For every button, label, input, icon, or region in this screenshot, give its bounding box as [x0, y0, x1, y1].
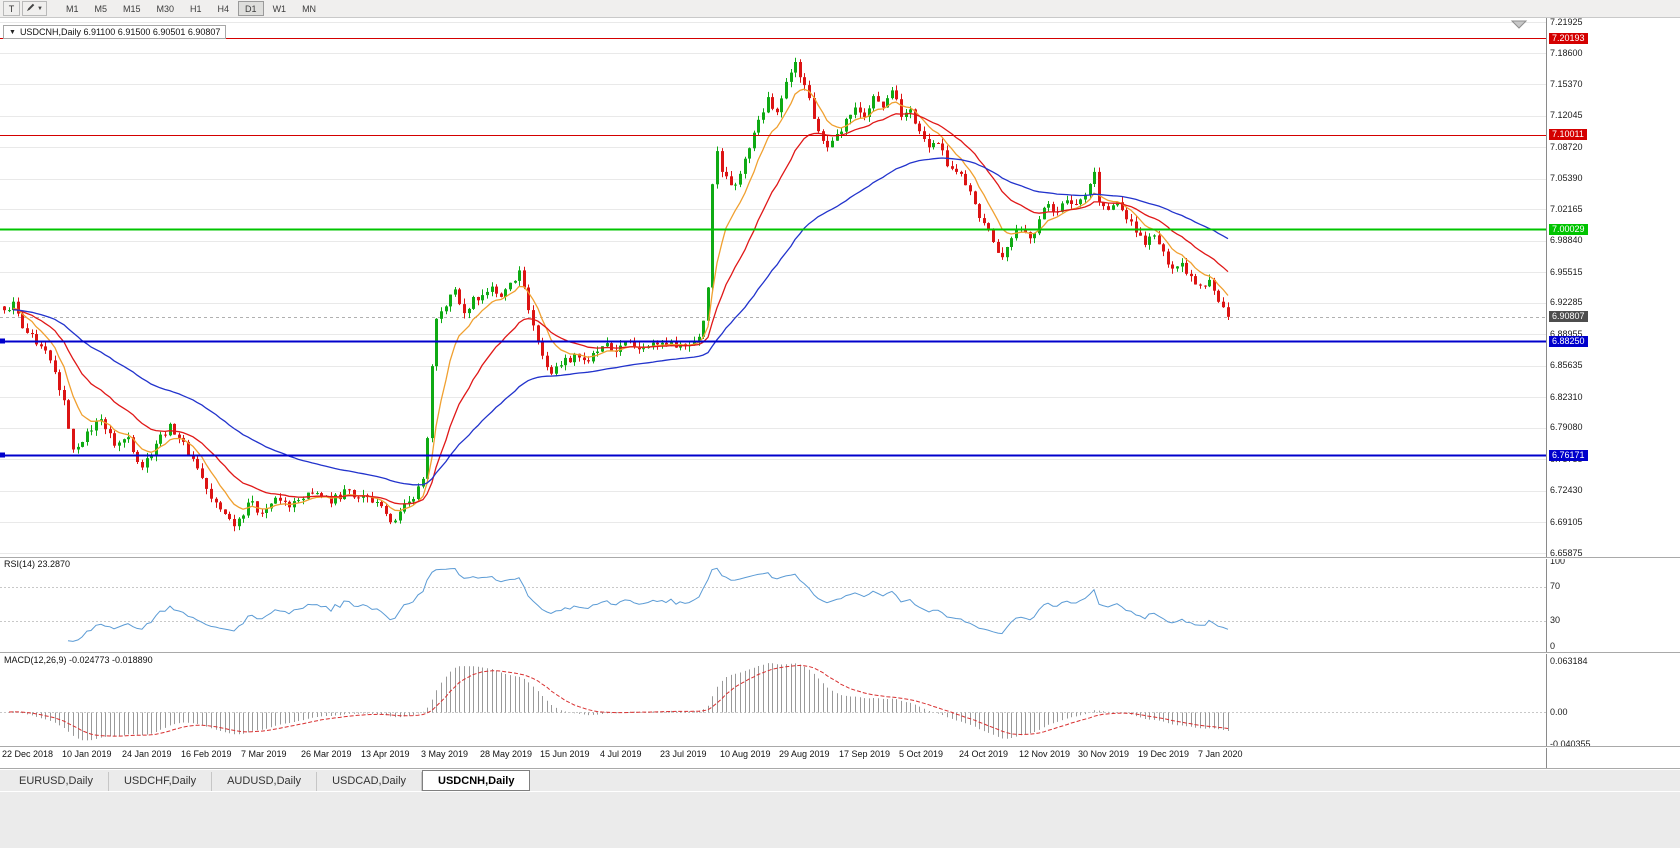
price-axis-tick: 7.21925 — [1550, 16, 1583, 27]
collapse-chart-icon[interactable]: ▼ — [9, 28, 16, 36]
macd-axis-tick: -0.040355 — [1550, 739, 1591, 750]
timeframe-button-h4[interactable]: H4 — [211, 1, 237, 16]
chart-title-box: ▼ USDCNH,Daily 6.91100 6.91500 6.90501 6… — [3, 25, 227, 39]
price-axis-tick: 7.08720 — [1550, 141, 1583, 152]
draw-tool-button[interactable]: ▼ — [22, 1, 47, 16]
date-axis-label: 23 Jul 2019 — [660, 749, 707, 759]
price-axis-tick: 7.15370 — [1550, 78, 1583, 89]
date-axis-label: 17 Sep 2019 — [839, 749, 891, 759]
price-line-label: 7.10011 — [1549, 129, 1587, 141]
timeframe-button-h1[interactable]: H1 — [183, 1, 209, 16]
symbol-tab-usdchf[interactable]: USDCHF,Daily — [109, 772, 213, 791]
rsi-axis-tick: 100 — [1550, 555, 1566, 566]
date-axis-label: 19 Dec 2019 — [1138, 749, 1190, 759]
macd-indicator-label: MACD(12,26,9) -0.024773 -0.018890 — [4, 655, 153, 665]
current-price-label: 6.90807 — [1549, 311, 1588, 323]
chevron-down-icon: ▼ — [37, 5, 43, 12]
date-axis-label: 30 Nov 2019 — [1078, 749, 1130, 759]
date-axis-label: 24 Oct 2019 — [959, 749, 1009, 759]
date-axis-label: 16 Feb 2019 — [181, 749, 232, 759]
price-axis-tick: 6.72430 — [1550, 485, 1583, 496]
date-axis-label: 10 Aug 2019 — [720, 749, 771, 759]
date-axis-label: 28 May 2019 — [480, 749, 533, 759]
price-axis-tick: 6.95515 — [1550, 266, 1583, 277]
price-axis-tick: 6.88955 — [1550, 328, 1583, 339]
price-axis-tick: 7.02165 — [1550, 203, 1583, 214]
timeframe-button-m30[interactable]: M30 — [150, 1, 182, 16]
chart-title-text: USDCNH,Daily 6.91100 6.91500 6.90501 6.9… — [19, 27, 221, 37]
macd-axis-tick: 0.063184 — [1550, 655, 1588, 666]
timeframe-button-m5[interactable]: M5 — [87, 1, 114, 16]
price-axis-tick: 6.69105 — [1550, 516, 1583, 527]
price-axis-tick: 7.18600 — [1550, 48, 1583, 58]
symbol-tab-usdcad[interactable]: USDCAD,Daily — [317, 772, 423, 791]
price-axis-tick: 6.85635 — [1550, 360, 1583, 371]
timeframe-buttons: M1 M5 M15 M30 H1 H4 D1 W1 MN — [59, 1, 323, 16]
price-axis-tick: 6.65875 — [1550, 547, 1583, 558]
price-line-label: 7.00029 — [1549, 223, 1588, 235]
date-axis-label: 5 Oct 2019 — [899, 749, 944, 759]
chart-plot-area: ▼ USDCNH,Daily 6.91100 6.91500 6.90501 6… — [0, 18, 1546, 768]
pane-separator — [0, 746, 1680, 748]
symbol-tabbar: EURUSD,Daily USDCHF,Daily AUDUSD,Daily USDC… — [0, 769, 1680, 791]
chart-canvas[interactable] — [0, 18, 1546, 768]
date-axis-label: 10 Jan 2019 — [62, 749, 112, 759]
window-filler — [0, 791, 1680, 848]
price-axis-tick: 6.82310 — [1550, 391, 1583, 402]
price-axis-tick: 6.98840 — [1550, 235, 1583, 246]
symbol-tab-eurusd[interactable]: EURUSD,Daily — [4, 772, 109, 791]
date-axis-label: 29 Aug 2019 — [779, 749, 830, 759]
timeframe-button-w1[interactable]: W1 — [266, 1, 294, 16]
symbol-tab-usdcnh[interactable]: USDCNH,Daily — [422, 770, 531, 791]
date-axis-label: 7 Jan 2020 — [1198, 749, 1243, 759]
rsi-axis-tick: 70 — [1550, 581, 1561, 591]
date-axis-label: 4 Jul 2019 — [600, 749, 642, 759]
timeframe-button-d1[interactable]: D1 — [238, 1, 264, 16]
macd-axis-tick: 0.00 — [1550, 706, 1568, 717]
text-tool-button[interactable]: T — [3, 1, 20, 16]
price-line-label: 6.76171 — [1549, 449, 1588, 461]
date-axis-label: 22 Dec 2018 — [2, 749, 54, 759]
timeframe-toolbar: T ▼ M1 M5 M15 M30 H1 H4 D1 W1 MN — [0, 0, 1680, 18]
price-axis-tick: 6.92285 — [1550, 297, 1583, 308]
pane-separator[interactable] — [0, 652, 1680, 654]
price-scale[interactable]: 7.21925 7.18600 7.15370 7.12045 7.08720 7.053… — [1546, 16, 1680, 768]
rsi-axis-tick: 30 — [1550, 615, 1561, 625]
price-axis-tick: 6.79080 — [1550, 422, 1583, 433]
date-axis-label: 13 Apr 2019 — [361, 749, 410, 759]
rsi-indicator-label: RSI(14) 23.2870 — [4, 559, 71, 569]
timeframe-button-mn[interactable]: MN — [295, 1, 323, 16]
rsi-axis-tick: 0 — [1550, 640, 1556, 651]
timeframe-button-m1[interactable]: M1 — [59, 1, 86, 16]
price-line-label: 6.88250 — [1549, 335, 1588, 347]
date-axis-label: 7 Mar 2019 — [241, 749, 287, 759]
timeframe-button-m15[interactable]: M15 — [116, 1, 148, 16]
price-line-label: 7.20193 — [1549, 32, 1588, 44]
pane-separator[interactable] — [0, 557, 1680, 559]
date-axis-label: 12 Nov 2019 — [1019, 749, 1071, 759]
pencil-icon — [26, 3, 35, 14]
date-axis-label: 24 Jan 2019 — [122, 749, 172, 759]
date-axis-label: 3 May 2019 — [421, 749, 469, 759]
window-border — [0, 768, 1680, 770]
symbol-tab-audusd[interactable]: AUDUSD,Daily — [212, 772, 318, 791]
date-axis-label: 26 Mar 2019 — [301, 749, 352, 759]
price-axis-tick: 7.12045 — [1550, 110, 1583, 121]
date-axis-label: 15 Jun 2019 — [540, 749, 590, 759]
price-axis-tick: 7.05390 — [1550, 173, 1583, 184]
